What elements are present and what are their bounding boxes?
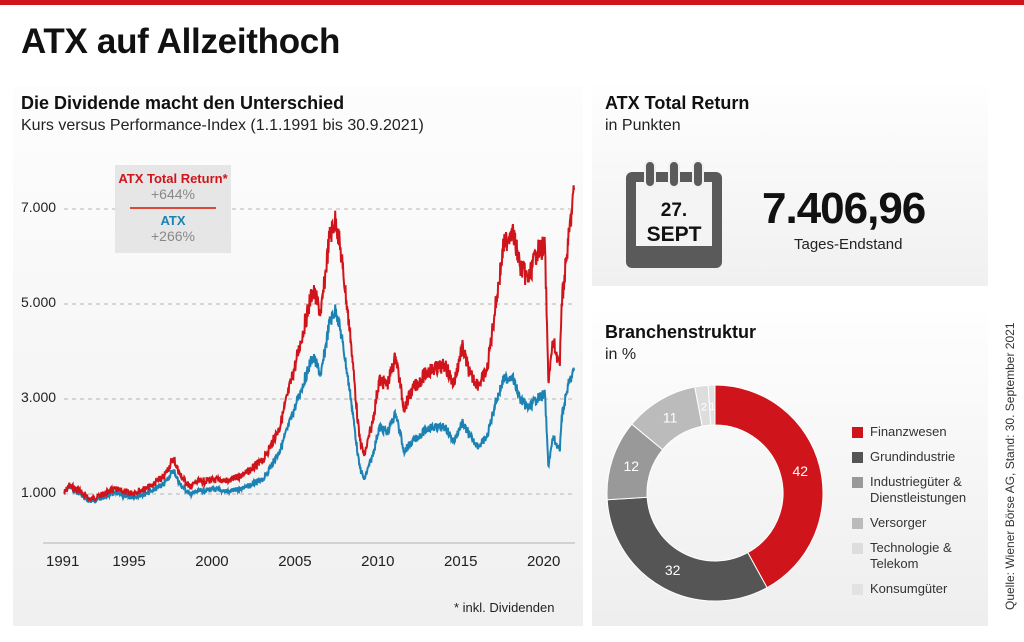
legend-item-konsumgueter: Konsumgüter: [852, 581, 966, 597]
legend-swatch: [852, 427, 863, 438]
donut-slice: [606, 496, 768, 602]
total-return-value: 7.406,96: [762, 184, 926, 233]
footnote: * inkl. Dividenden: [454, 600, 555, 615]
series-line-atx: [63, 304, 575, 504]
legend-total-return-label: ATX Total Return*: [118, 171, 228, 186]
x-tick-label: 2005: [278, 553, 312, 570]
grid-lines: [64, 208, 574, 495]
sector-title: Branchenstruktur: [605, 322, 757, 342]
calendar-ring: [692, 160, 704, 188]
line-chart-legend: ATX Total Return* +644% ATX +266%: [115, 165, 231, 253]
donut-slice-label: 32: [665, 562, 681, 578]
y-tick-label: 1.000: [21, 484, 57, 500]
legend-label-line2: Telekom: [870, 556, 919, 571]
source-note: Quelle: Wiener Börse AG, Stand: 30. Sept…: [1003, 322, 1017, 611]
calendar-page: [636, 182, 712, 246]
x-tick-label: 2010: [361, 553, 395, 570]
legend-atx-change: +266%: [151, 228, 195, 244]
page-title: ATX auf Allzeithoch: [21, 22, 341, 61]
donut-slice-label: 42: [792, 463, 808, 479]
line-chart-subtitle: Kurs versus Performance-Index (1.1.1991 …: [21, 117, 424, 134]
legend-item-technologie: Technologie & Telekom: [852, 540, 966, 572]
x-tick-label: 2020: [526, 553, 561, 570]
total-return-caption: Tages-Endstand: [794, 236, 903, 253]
calendar-ring: [644, 160, 656, 188]
legend-swatch: [852, 543, 863, 554]
donut-slice-label: 12: [624, 458, 640, 474]
y-tick-label: 7.000: [21, 199, 57, 215]
legend-swatch: [852, 584, 863, 595]
legend-item-finanzwesen: Finanzwesen: [852, 424, 966, 440]
y-tick-label: 5.000: [21, 294, 57, 310]
legend-label: Konsumgüter: [870, 581, 948, 596]
series-line-total-return: [63, 185, 575, 502]
x-tick-label: 2000: [195, 553, 229, 570]
sector-subtitle: in %: [605, 346, 637, 363]
y-tick-label: 3.000: [21, 389, 57, 405]
legend-total-return-change: +644%: [151, 186, 195, 202]
legend-item-grundindustrie: Grundindustrie: [852, 449, 966, 465]
legend-label: Technologie &: [870, 540, 952, 555]
donut-slice-label: 2: [701, 402, 707, 414]
calendar-month: SEPT: [646, 223, 702, 246]
x-tick-label: 1995: [112, 553, 146, 570]
donut-slice-label: 11: [663, 409, 678, 425]
legend-item-versorger: Versorger: [852, 515, 966, 531]
calendar-ring: [668, 160, 680, 188]
legend-swatch: [852, 452, 863, 463]
line-chart: [43, 185, 575, 544]
legend-label: Finanzwesen: [870, 424, 947, 439]
calendar-icon: 27. SEPT: [626, 160, 722, 268]
line-chart-title: Die Dividende macht den Unterschied: [21, 93, 345, 113]
legend-label: Versorger: [870, 515, 927, 530]
x-tick-label: 1991: [46, 553, 80, 570]
legend-label-line2: Dienstleistungen: [870, 490, 967, 505]
legend-atx-label: ATX: [160, 213, 186, 228]
x-tick-label: 2015: [444, 553, 478, 570]
top-accent-bar: [0, 0, 1024, 5]
legend-label: Grundindustrie: [870, 449, 956, 464]
legend-swatch: [852, 477, 863, 488]
donut-slice: [714, 384, 824, 589]
donut-slice-label: 1: [709, 401, 715, 413]
sector-donut-chart: 42 32 12 11 2 1: [606, 384, 824, 602]
legend-divider: [130, 207, 216, 209]
calendar-day: 27.: [660, 200, 688, 221]
legend-item-industriegueter: Industriegüter & Dienstleistungen: [852, 474, 966, 506]
legend-swatch: [852, 518, 863, 529]
total-return-title: ATX Total Return: [605, 93, 750, 113]
legend-label: Industriegüter &: [870, 474, 962, 489]
total-return-subtitle: in Punkten: [605, 117, 681, 134]
sector-legend: Finanzwesen Grundindustrie Industriegüte…: [852, 424, 966, 597]
donut-slice: [707, 384, 716, 426]
